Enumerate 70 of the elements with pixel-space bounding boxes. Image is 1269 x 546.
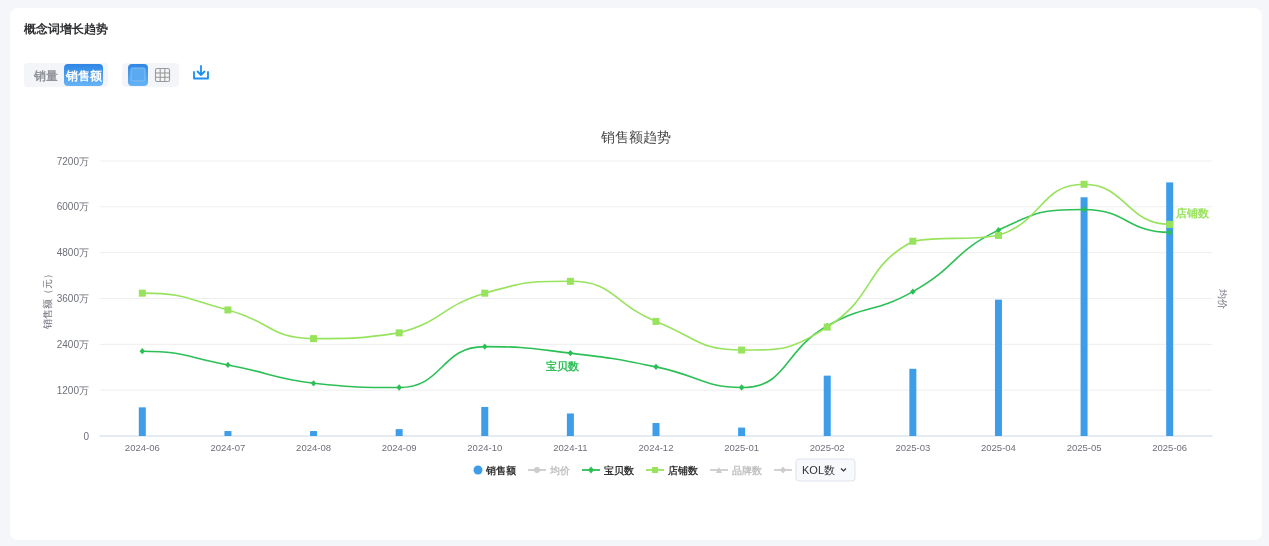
- x-tick-label: 2025-01: [724, 442, 760, 453]
- point: [738, 384, 745, 391]
- x-tick-label: 2025-04: [981, 442, 1016, 453]
- bar: [738, 427, 746, 436]
- point: [1166, 229, 1173, 236]
- text: 宝贝数: [545, 360, 579, 373]
- legend-label: 店铺数: [666, 464, 699, 476]
- text: 店铺数: [1175, 207, 1209, 220]
- point: [566, 277, 574, 285]
- point: [310, 335, 318, 343]
- legend-label: KOL数: [801, 463, 836, 476]
- chart-title: 概念词增长趋势: [23, 22, 108, 36]
- point: [224, 306, 232, 314]
- bar: [310, 431, 318, 436]
- legend-label: 销售额: [484, 464, 517, 476]
- bar: [909, 368, 917, 436]
- legend-label: 宝贝数: [603, 464, 635, 476]
- bar: [652, 423, 660, 436]
- button-selected: 销售额: [64, 64, 103, 86]
- point: [396, 384, 402, 391]
- y-tick-label: 3600万: [56, 293, 89, 304]
- bar: [1166, 182, 1174, 436]
- y-tick-label: 2400万: [56, 338, 89, 350]
- y-tick-label: 1200万: [56, 384, 89, 396]
- bar: [224, 431, 232, 436]
- chart-subtitle: 销售额趋势: [600, 129, 671, 145]
- bar: [138, 407, 146, 436]
- x-tick-label: 2024-12: [638, 442, 674, 453]
- bar: [823, 375, 831, 436]
- x-tick-label: 2024-06: [124, 442, 160, 453]
- x-tick-label: 2025-03: [895, 442, 931, 453]
- x-tick-label: 2024-10: [467, 442, 503, 453]
- point: [910, 288, 916, 295]
- button: 销量: [27, 64, 64, 86]
- point: [481, 289, 489, 297]
- point: [994, 231, 1002, 239]
- point: [225, 361, 231, 369]
- x-tick-label: 2024-11: [553, 442, 588, 453]
- y-tick-label: 7200万: [56, 155, 89, 167]
- point: [138, 289, 146, 297]
- point: [653, 363, 659, 371]
- bar: [1080, 197, 1088, 436]
- point: [652, 317, 660, 325]
- legend-label: 均价: [548, 464, 571, 476]
- x-tick-label: 2024-07: [210, 442, 246, 453]
- y-tick-label: 0: [83, 430, 90, 442]
- point: [1081, 206, 1087, 213]
- x-tick-label: 2025-05: [1066, 442, 1102, 453]
- point: [567, 349, 574, 357]
- x-tick-label: 2025-06: [1152, 442, 1188, 453]
- point: [909, 237, 917, 245]
- point: [139, 348, 146, 355]
- y-tick-label: 6000万: [56, 201, 89, 213]
- y-tick-label: 4800万: [56, 247, 89, 259]
- point: [482, 343, 488, 350]
- point: [1080, 180, 1088, 188]
- x-tick-label: 2025-02: [809, 442, 845, 453]
- y-axis-title: 销售额（元）: [42, 268, 53, 330]
- point: [738, 346, 746, 354]
- legend-label: 品牌数: [731, 464, 763, 476]
- x-tick-label: 2024-09: [381, 442, 417, 453]
- y2-axis-title: 均价: [1217, 287, 1228, 309]
- point: [1166, 220, 1174, 228]
- x-tick-label: 2024-08: [296, 442, 331, 453]
- bar: [994, 299, 1002, 436]
- point: [310, 380, 317, 387]
- bar: [481, 406, 489, 436]
- bar: [566, 413, 574, 436]
- bar: [395, 429, 403, 436]
- point: [395, 329, 403, 337]
